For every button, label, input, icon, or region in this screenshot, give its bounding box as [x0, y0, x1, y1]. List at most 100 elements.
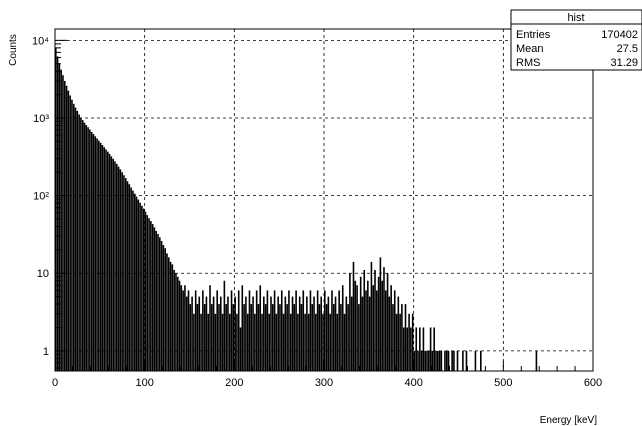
y-tick-label: 10: [37, 268, 49, 280]
histogram-bar: [250, 304, 253, 371]
histogram-bar: [164, 248, 166, 371]
histogram-bar: [397, 296, 400, 371]
histogram-bar: [225, 304, 227, 371]
histogram-bar: [438, 350, 441, 371]
histogram-bar: [176, 276, 179, 371]
histogram-bar: [329, 313, 331, 371]
histogram-bar: [338, 290, 340, 371]
histogram-bar: [289, 313, 292, 371]
histogram-bar: [157, 234, 159, 371]
histogram-bar: [162, 245, 165, 371]
histogram-bar: [271, 304, 274, 371]
histogram-bar: [298, 296, 301, 371]
histogram-bar: [58, 63, 61, 372]
histogram-bar: [167, 257, 170, 371]
histogram-bar: [331, 290, 333, 371]
histogram-bar: [153, 227, 156, 371]
histogram-bar: [293, 304, 296, 371]
histogram-bar: [358, 304, 360, 371]
x-tick-label: 100: [135, 377, 153, 389]
histogram-bar: [237, 290, 240, 371]
histogram-bar: [277, 296, 279, 371]
histogram-bar: [462, 350, 464, 371]
histogram-bar: [480, 350, 482, 371]
histogram-bar: [180, 285, 183, 371]
histogram-bar: [135, 196, 138, 371]
histogram-bar: [401, 304, 403, 371]
histogram-bar: [94, 136, 97, 371]
histogram-bar: [117, 166, 120, 371]
y-axis-title: Counts: [8, 34, 19, 66]
histogram-bar: [261, 313, 263, 371]
histogram-bar: [384, 290, 387, 371]
histogram-bar: [447, 350, 450, 371]
histogram-bar: [402, 327, 405, 371]
histogram-bar: [246, 313, 249, 371]
x-tick-label: 0: [52, 377, 58, 389]
histogram-bar: [255, 290, 258, 371]
histogram-bar: [408, 313, 410, 371]
histogram-bar: [306, 296, 308, 371]
histogram-bar: [352, 261, 355, 371]
histogram-bar: [390, 285, 392, 371]
histogram-bar: [363, 270, 366, 371]
histogram-bar: [417, 350, 419, 371]
histogram-bar: [365, 290, 367, 371]
stats-entries-value: 170402: [601, 29, 638, 41]
histogram-bar: [128, 184, 131, 371]
histogram-bar: [347, 304, 349, 371]
histogram-bar: [184, 285, 186, 371]
histogram-bar: [96, 138, 98, 371]
histogram-bar: [453, 350, 455, 371]
histogram-bar: [273, 290, 276, 371]
histogram-bar: [370, 261, 373, 371]
histogram-bar: [124, 178, 127, 371]
histogram-bar: [354, 280, 357, 371]
histogram-bar: [189, 304, 192, 371]
histogram-bar: [241, 285, 244, 371]
histogram-bar: [322, 313, 324, 371]
histogram-bar: [474, 350, 477, 371]
histogram-bar: [426, 350, 428, 371]
histogram-bar: [376, 290, 378, 371]
histogram-bar: [243, 304, 245, 371]
histogram-bar: [80, 117, 82, 371]
histogram-bar: [219, 296, 222, 371]
histogram-bar: [359, 276, 362, 371]
stats-rms-value: 31.29: [610, 57, 638, 69]
stats-entries-label: Entries: [516, 29, 551, 41]
histogram-bar: [191, 296, 193, 371]
histogram-bar: [114, 161, 116, 371]
histogram-bar: [411, 313, 414, 371]
histogram-bar: [451, 350, 453, 371]
histogram-bar: [356, 285, 358, 371]
histogram-bar: [178, 280, 181, 371]
histogram-bar: [67, 90, 70, 371]
histogram-bar: [119, 169, 122, 371]
histogram-bar: [87, 127, 89, 372]
histogram-bar: [248, 290, 251, 371]
histogram-bar: [146, 215, 149, 371]
histogram-bar: [320, 296, 323, 371]
histogram-bar: [266, 290, 269, 371]
histogram-bar: [69, 95, 71, 371]
histogram-bar: [392, 304, 394, 371]
histogram-bar: [257, 304, 260, 371]
histogram-bar: [216, 290, 218, 371]
histogram-bar: [436, 350, 439, 371]
histogram-bar: [232, 304, 235, 371]
histogram-bar: [202, 290, 204, 371]
histogram-bar: [92, 134, 95, 371]
histogram-bar: [345, 296, 348, 371]
histogram-bar: [227, 296, 229, 371]
histogram-bar: [324, 290, 326, 371]
histogram-bar: [349, 273, 351, 371]
histogram-bar: [236, 313, 238, 371]
histogram-bar: [388, 296, 391, 371]
histogram-bar: [107, 151, 109, 371]
histogram-bar: [89, 129, 91, 371]
histogram-bar: [115, 163, 118, 371]
histogram-bar: [282, 313, 285, 371]
histogram-bar: [410, 327, 412, 371]
